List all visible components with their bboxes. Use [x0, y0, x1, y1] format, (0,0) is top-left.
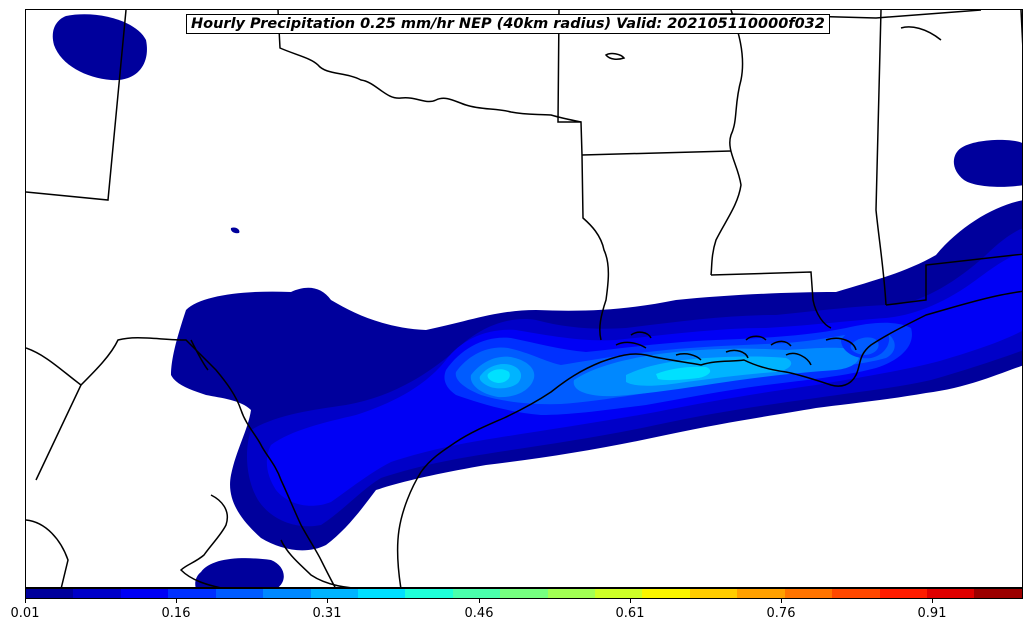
colorbar-segment-14 — [689, 589, 738, 598]
colorbar-segment-19 — [927, 589, 975, 598]
boundary-al-fl — [885, 253, 1022, 306]
colorbar-tick-label: 0.01 — [10, 606, 40, 621]
precip-blob-southwest — [195, 558, 284, 587]
boundary-ok-tx — [277, 10, 582, 123]
boundary-rio-grande — [80, 337, 336, 587]
colorbar-segment-0 — [26, 589, 74, 598]
colorbar-segment-18 — [879, 589, 928, 598]
colorbar-segment-13 — [642, 589, 690, 598]
boundary-nm-co — [26, 10, 127, 201]
precip-blob-northeast — [953, 139, 1022, 187]
coastline-gulf — [396, 290, 1022, 587]
colorbar-segment-10 — [500, 589, 548, 598]
louisiana-coast-detail — [630, 331, 792, 347]
boundary-ar-la — [581, 150, 732, 156]
colorbar-segment-2 — [120, 589, 169, 598]
lake-small-2 — [900, 26, 942, 41]
colorbar-segment-9 — [452, 589, 501, 598]
boundary-mexico-inner-3 — [280, 539, 351, 587]
colorbar-tick-label: 0.76 — [766, 606, 796, 621]
colorbar-segment-4 — [215, 589, 264, 598]
colorbar-segment-11 — [547, 589, 596, 598]
map-title: Hourly Precipitation 0.25 mm/hr NEP (40k… — [186, 14, 830, 34]
colorbar-segment-6 — [310, 589, 358, 598]
coastline-bays — [615, 337, 857, 366]
colorbar-tick-mark — [630, 599, 631, 603]
map-panel — [25, 9, 1023, 588]
colorbar-tick-mark — [176, 599, 177, 603]
colorbar-tick-mark — [25, 599, 26, 603]
boundary-ok-ar — [557, 10, 583, 156]
rio-inner-lines — [190, 339, 209, 371]
boundary-la-ms — [710, 271, 832, 329]
colorbar-tick-mark — [781, 599, 782, 603]
precip-speck — [230, 227, 240, 234]
boundary-mexico-inner — [26, 519, 69, 587]
precip-band-peak — [487, 369, 510, 383]
boundary-ga-line — [1020, 10, 1022, 46]
colorbar-segment-20 — [974, 589, 1022, 598]
boundary-mexico-inner-2 — [179, 494, 228, 587]
colorbar-tick-mark — [479, 599, 480, 603]
colorbar-tick-mark — [932, 599, 933, 603]
boundary-tx-nm — [26, 347, 82, 481]
boundaries — [26, 10, 1022, 587]
colorbar-tick-label: 0.46 — [464, 606, 494, 621]
colorbar-tick-mark — [327, 599, 328, 603]
colorbar-segment-5 — [263, 589, 311, 598]
colorbar-segment-16 — [784, 589, 833, 598]
colorbar-segment-17 — [832, 589, 880, 598]
boundary-mississippi-river — [710, 10, 744, 276]
colorbar-segment-1 — [73, 589, 121, 598]
precip-blob-mid-south — [286, 457, 334, 500]
colorbar-segment-3 — [168, 589, 216, 598]
lake-small-1 — [604, 52, 626, 60]
colorbar-tick-label: 0.31 — [312, 606, 342, 621]
precip-blob-east-core — [850, 337, 879, 355]
precipitation-field — [52, 14, 1022, 587]
colorbar-segment-8 — [405, 589, 453, 598]
boundary-ms-al — [875, 10, 887, 306]
colorbar-tick-label: 0.61 — [615, 606, 645, 621]
precip-blob-northwest — [52, 14, 147, 81]
colorbar-tick-label: 0.91 — [917, 606, 947, 621]
colorbar-segment-12 — [595, 589, 643, 598]
colorbar-segment-7 — [357, 589, 406, 598]
precip-band-peak-b — [656, 366, 711, 381]
colorbar — [25, 588, 1023, 599]
map-canvas — [26, 10, 1022, 587]
colorbar-segment-15 — [737, 589, 785, 598]
boundary-tx-la — [581, 154, 610, 341]
colorbar-tick-label: 0.16 — [161, 606, 191, 621]
